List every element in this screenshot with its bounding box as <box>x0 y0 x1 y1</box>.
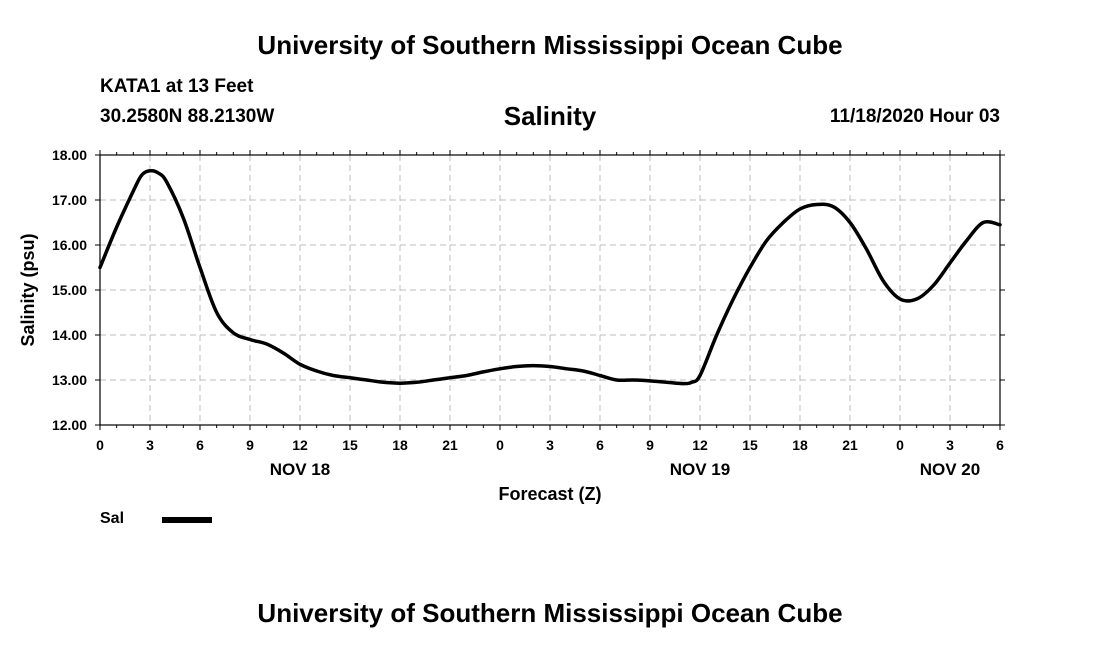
x-tick-label: 15 <box>342 437 358 453</box>
x-tick-label: 0 <box>896 437 904 453</box>
x-tick-label: 6 <box>996 437 1004 453</box>
footer-title: University of Southern Mississippi Ocean… <box>257 598 843 628</box>
date-label: NOV 19 <box>670 460 730 479</box>
x-tick-label: 0 <box>96 437 104 453</box>
coordinates-label: 30.2580N 88.2130W <box>100 106 275 127</box>
grid <box>100 155 1000 425</box>
axes: 12.00 13.00 14.00 15.00 16.00 17.00 18.00 0 3 6 9 1… <box>52 147 1005 479</box>
station-label: KATA1 at 13 Feet <box>100 76 254 97</box>
timestamp-label: 11/18/2020 Hour 03 <box>829 106 1000 127</box>
plot-frame <box>99 154 1001 426</box>
x-tick-label: 21 <box>842 437 858 453</box>
x-tick-label: 6 <box>596 437 604 453</box>
date-label: NOV 18 <box>270 460 330 479</box>
x-tick-label: 3 <box>146 437 154 453</box>
x-tick-label: 9 <box>646 437 654 453</box>
y-tick-label: 17.00 <box>52 192 87 208</box>
series-layer <box>98 168 1002 386</box>
y-tick-label: 18.00 <box>52 147 87 163</box>
series-line-sal <box>98 168 1002 386</box>
x-tick-label: 12 <box>692 437 708 453</box>
y-tick-label: 13.00 <box>52 372 87 388</box>
y-axis-label: Salinity (psu) <box>18 233 38 346</box>
x-tick-label: 6 <box>196 437 204 453</box>
chart-title: Salinity <box>503 101 597 131</box>
x-tick-label: 21 <box>442 437 458 453</box>
date-label: NOV 20 <box>920 460 980 479</box>
page-title: University of Southern Mississippi Ocean… <box>257 30 843 60</box>
x-tick-label: 12 <box>292 437 308 453</box>
legend-label: Sal <box>100 510 125 527</box>
legend-line-swatch <box>162 517 212 523</box>
x-tick-label: 0 <box>496 437 504 453</box>
y-tick-label: 16.00 <box>52 237 87 253</box>
x-tick-label: 18 <box>792 437 808 453</box>
x-axis-label: Forecast (Z) <box>498 484 601 504</box>
y-tick-label: 14.00 <box>52 327 87 343</box>
x-tick-label: 9 <box>246 437 254 453</box>
x-tick-label: 3 <box>946 437 954 453</box>
y-tick-label: 12.00 <box>52 417 87 433</box>
x-tick-label: 15 <box>742 437 758 453</box>
y-tick-label: 15.00 <box>52 282 87 298</box>
x-tick-label: 3 <box>546 437 554 453</box>
x-tick-label: 18 <box>392 437 408 453</box>
